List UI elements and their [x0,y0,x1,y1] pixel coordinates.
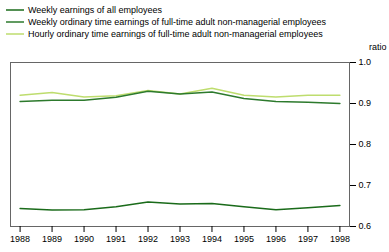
svg-text:1.0: 1.0 [359,57,372,67]
svg-text:0.6: 0.6 [359,221,372,231]
svg-text:1994: 1994 [202,234,222,244]
html-text:Weekly earnings of all employe: Weekly earnings of all employees [28,5,162,15]
svg-text:1991: 1991 [106,234,126,244]
svg-text:0.9: 0.9 [359,98,372,108]
svg-text:1992: 1992 [138,234,158,244]
svg-text:ratio: ratio [369,42,387,52]
svg-text:1988: 1988 [10,234,30,244]
html-text:Hourly ordinary time earnings: Hourly ordinary time earnings of full-ti… [28,29,323,39]
svg-text:1993: 1993 [170,234,190,244]
svg-text:1995: 1995 [234,234,254,244]
svg-text:1990: 1990 [74,234,94,244]
svg-text:1998: 1998 [330,234,350,244]
svg-text:0.7: 0.7 [359,180,372,190]
svg-text:1996: 1996 [266,234,286,244]
svg-text:1997: 1997 [298,234,318,244]
svg-text:1989: 1989 [42,234,62,244]
svg-text:0.8: 0.8 [359,139,372,149]
html-text:Weekly ordinary time earnings: Weekly ordinary time earnings of full-ti… [28,17,326,27]
